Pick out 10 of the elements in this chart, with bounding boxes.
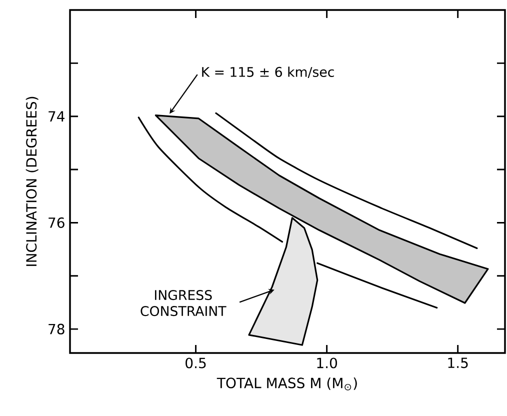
annotation: INGRESS CONSTRAINT <box>140 290 226 316</box>
y-tick-label: 76 <box>48 217 64 228</box>
x-tick-label: 1.5 <box>448 358 468 368</box>
x-tick-label: 0.5 <box>186 358 206 368</box>
annotation: K = 115 ± 6 km/sec <box>202 66 334 78</box>
y-axis-title: INCLINATION (DEGREES) <box>26 96 38 266</box>
y-tick-label: 78 <box>48 324 64 334</box>
x-axis-title: TOTAL MASS M (M$_{⊙}$) <box>216 377 357 390</box>
x-tick-label: 1.0 <box>317 358 337 368</box>
y-tick-label: 74 <box>48 111 64 122</box>
